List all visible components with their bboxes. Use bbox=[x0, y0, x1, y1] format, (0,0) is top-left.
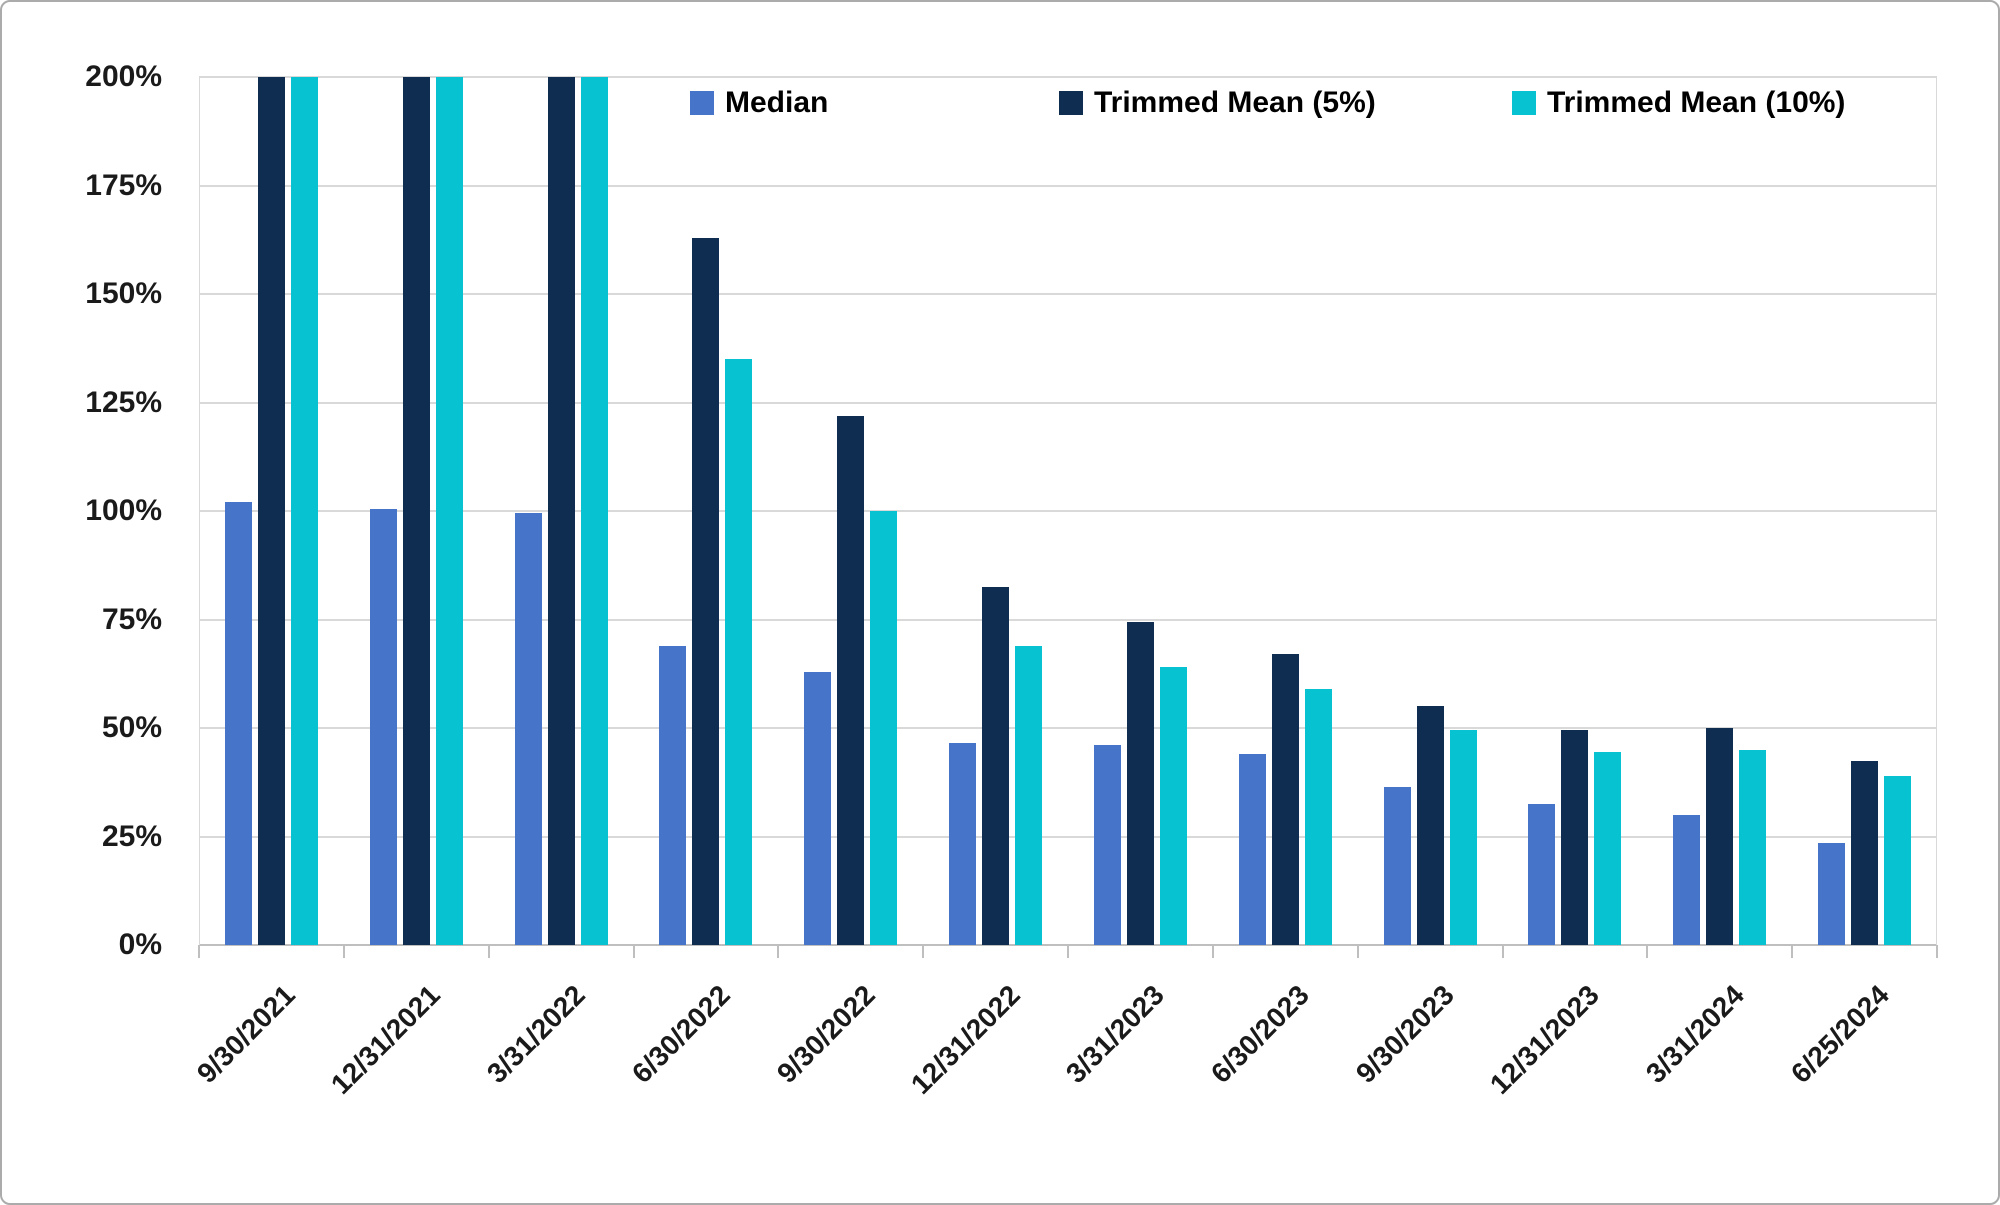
y-tick-label: 0% bbox=[118, 928, 162, 961]
bar-trimmed-mean-5-3-31-2022-clipped bbox=[547, 77, 575, 945]
x-axis-tick bbox=[1067, 945, 1069, 958]
x-axis-tick bbox=[198, 945, 200, 958]
bar-median-9-30-2023 bbox=[1383, 786, 1411, 945]
y-tick-label: 125% bbox=[85, 385, 162, 419]
gridline bbox=[199, 835, 1937, 838]
bar-trimmed-mean-5-12-31-2022 bbox=[982, 586, 1010, 945]
bar-trimmed-mean-10-12-31-2022 bbox=[1015, 645, 1043, 945]
bar-trimmed-mean-5-9-30-2023 bbox=[1416, 706, 1444, 945]
bar-median-6-25-2024 bbox=[1818, 843, 1846, 945]
gridline bbox=[199, 76, 1937, 78]
y-tick-label: 25% bbox=[101, 819, 162, 853]
x-axis-tick bbox=[1211, 945, 1214, 958]
bar-median-12-31-2022 bbox=[949, 743, 977, 945]
legend-swatch-icon bbox=[1059, 91, 1083, 115]
bar-trimmed-mean-5-6-25-2024 bbox=[1851, 760, 1879, 945]
x-axis-tick bbox=[1936, 945, 1938, 958]
bar-median-6-30-2023 bbox=[1238, 754, 1266, 945]
legend-swatch-icon bbox=[690, 91, 714, 115]
gridline bbox=[199, 401, 1937, 404]
x-axis-tick bbox=[1646, 945, 1649, 958]
bar-median-3-31-2024 bbox=[1673, 814, 1701, 945]
bar-median-9-30-2021 bbox=[224, 502, 252, 945]
bar-trimmed-mean-10-12-31-2021-clipped bbox=[435, 77, 463, 945]
bar-median-12-31-2023 bbox=[1528, 803, 1556, 945]
bar-trimmed-mean-5-12-31-2023 bbox=[1561, 730, 1589, 945]
y-tick-label: 175% bbox=[85, 168, 162, 202]
bar-trimmed-mean-5-12-31-2021-clipped bbox=[402, 77, 430, 945]
x-axis-tick bbox=[1356, 945, 1359, 958]
y-tick-label: 50% bbox=[101, 711, 162, 744]
gridline bbox=[199, 293, 1937, 295]
legend-label: Median bbox=[725, 86, 829, 119]
legend-label: Trimmed Mean (5%) bbox=[1094, 86, 1376, 119]
bar-trimmed-mean-10-3-31-2023 bbox=[1159, 667, 1187, 945]
gridline bbox=[199, 618, 1937, 621]
gridline bbox=[199, 510, 1937, 512]
bar-trimmed-mean-10-3-31-2022-clipped bbox=[580, 77, 608, 945]
bar-median-9-30-2022 bbox=[804, 671, 832, 945]
y-tick-label: 100% bbox=[85, 494, 162, 527]
bar-trimmed-mean-10-9-30-2021-clipped bbox=[290, 77, 318, 945]
legend-label: Trimmed Mean (10%) bbox=[1547, 86, 1846, 119]
bar-trimmed-mean-5-6-30-2023 bbox=[1271, 654, 1299, 945]
x-axis-tick bbox=[1791, 945, 1794, 958]
y-tick-label: 75% bbox=[101, 602, 162, 636]
x-axis-tick bbox=[632, 945, 635, 958]
bar-trimmed-mean-10-6-25-2024 bbox=[1884, 775, 1912, 945]
bar-trimmed-mean-10-12-31-2023 bbox=[1594, 751, 1622, 945]
bar-trimmed-mean-5-9-30-2021-clipped bbox=[257, 77, 285, 945]
bar-trimmed-mean-5-3-31-2024 bbox=[1706, 728, 1734, 945]
gridline bbox=[199, 727, 1937, 729]
bar-median-12-31-2021 bbox=[369, 508, 397, 945]
legend-item: Median bbox=[690, 86, 828, 120]
legend-item: Trimmed Mean (5%) bbox=[1059, 86, 1376, 120]
bar-trimmed-mean-10-9-30-2022 bbox=[870, 511, 898, 945]
gridline bbox=[199, 184, 1937, 187]
x-axis-tick bbox=[487, 945, 490, 958]
y-tick-label: 200% bbox=[85, 60, 162, 93]
bar-trimmed-mean-10-3-31-2024 bbox=[1739, 749, 1767, 945]
bar-trimmed-mean-5-6-30-2022 bbox=[692, 237, 720, 945]
legend-swatch-icon bbox=[1512, 91, 1536, 115]
bar-median-3-31-2023 bbox=[1093, 745, 1121, 945]
legend-item: Trimmed Mean (10%) bbox=[1512, 86, 1845, 120]
x-axis-tick bbox=[922, 945, 925, 958]
bar-trimmed-mean-10-6-30-2023 bbox=[1304, 688, 1332, 945]
x-axis-tick bbox=[1501, 945, 1504, 958]
bar-trimmed-mean-5-9-30-2022 bbox=[837, 415, 865, 945]
bar-trimmed-mean-10-9-30-2023 bbox=[1449, 730, 1477, 945]
x-axis-tick bbox=[342, 945, 345, 958]
x-axis-tick bbox=[777, 945, 780, 958]
bar-median-3-31-2022 bbox=[514, 513, 542, 945]
bar-trimmed-mean-5-3-31-2023 bbox=[1126, 621, 1154, 945]
bar-trimmed-mean-10-6-30-2022 bbox=[725, 359, 753, 945]
y-tick-label: 150% bbox=[85, 277, 162, 310]
bar-median-6-30-2022 bbox=[659, 645, 687, 945]
